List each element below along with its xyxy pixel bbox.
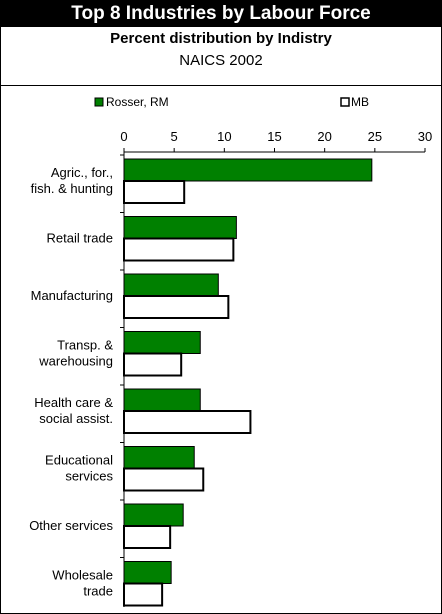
x-tick-label: 20 xyxy=(317,129,331,144)
category-label-line: fish. & hunting xyxy=(31,181,113,196)
category-label-line: Manufacturing xyxy=(31,288,113,303)
category-label-line: Wholesale xyxy=(52,568,113,583)
category-label: Transp. & warehousing xyxy=(38,338,113,369)
x-tick-label: 5 xyxy=(171,129,178,144)
category-label-line: social assist. xyxy=(39,411,113,426)
chart-subtitle: Percent distribution by Indistry xyxy=(110,30,332,47)
bar-mb xyxy=(123,237,235,262)
category-label-line: warehousing xyxy=(38,354,113,369)
bar-rosser xyxy=(123,388,201,412)
category-label-line: Retail trade xyxy=(47,231,113,246)
bar-mb xyxy=(123,352,183,377)
bar-rosser xyxy=(123,331,201,354)
category-label-line: Health care & xyxy=(34,395,113,410)
bar-mb xyxy=(123,180,186,204)
bar-rosser xyxy=(123,273,219,297)
category-label: Manufacturing xyxy=(31,288,113,303)
category-label-line: trade xyxy=(83,584,113,599)
bar-rosser xyxy=(123,503,184,527)
bar-mb xyxy=(123,582,164,607)
bar-rosser xyxy=(123,216,237,239)
category-label-line: Agric., for., xyxy=(51,165,113,180)
bar-mb xyxy=(123,467,205,492)
category-label-line: Educational xyxy=(45,453,113,468)
bar-mb xyxy=(123,295,230,319)
category-label: Educational services xyxy=(45,453,113,484)
header-divider xyxy=(1,85,441,86)
bar-rosser xyxy=(123,158,373,182)
legend-swatch-mb xyxy=(340,97,350,107)
category-label: Other services xyxy=(29,518,113,533)
category-label: Health care & social assist. xyxy=(34,395,113,426)
x-tick-label: 15 xyxy=(267,129,281,144)
legend-label-mb: MB xyxy=(351,95,369,109)
category-label: Wholesale trade xyxy=(52,568,113,599)
bar-rosser xyxy=(123,561,172,584)
category-label-line: Other services xyxy=(29,518,113,533)
x-tick-label: 0 xyxy=(120,129,127,144)
category-label-line: services xyxy=(65,469,113,484)
chart-classification: NAICS 2002 xyxy=(179,52,263,69)
x-tick-label: 10 xyxy=(217,129,231,144)
chart-title: Top 8 Industries by Labour Force xyxy=(1,1,441,27)
x-tick-label: 30 xyxy=(418,129,432,144)
bar-rosser xyxy=(123,446,195,469)
legend-swatch-rosser xyxy=(94,97,104,107)
bar-mb xyxy=(123,410,252,434)
legend-label-rosser: Rosser, RM xyxy=(106,95,169,109)
category-label-line: Transp. & xyxy=(57,338,113,353)
bar-mb xyxy=(123,525,172,549)
x-tick-label: 25 xyxy=(368,129,382,144)
category-label: Retail trade xyxy=(47,231,113,246)
category-label: Agric., for., fish. & hunting xyxy=(31,165,113,196)
